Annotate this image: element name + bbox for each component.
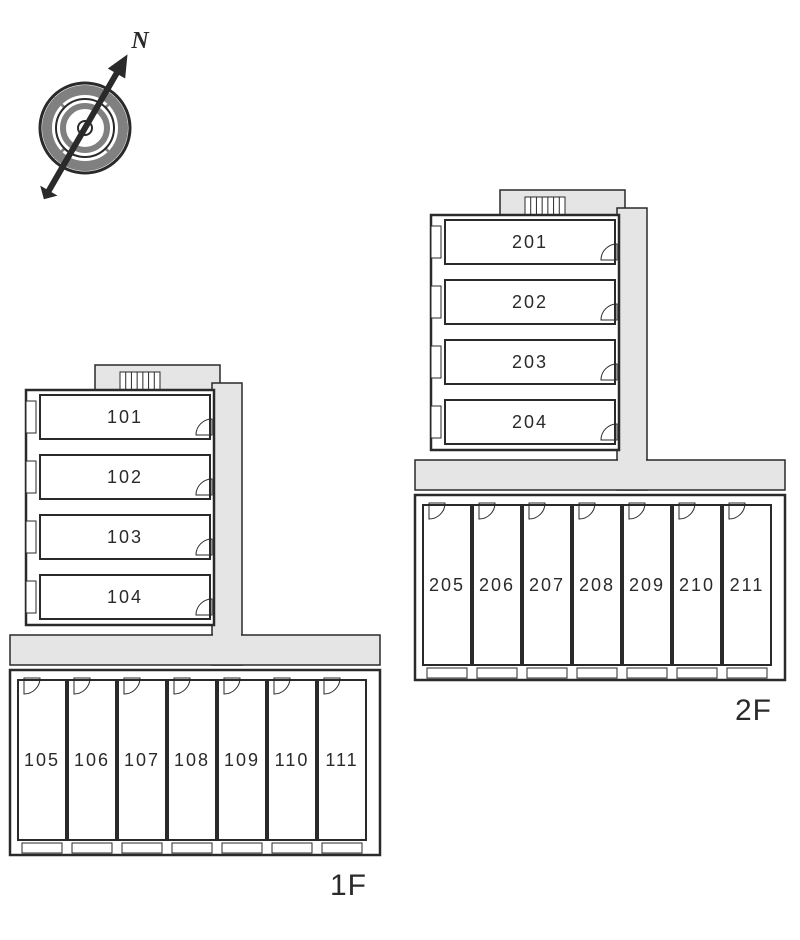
unit-label: 111	[325, 750, 358, 770]
unit-label: 103	[107, 527, 143, 547]
unit-label: 205	[429, 575, 465, 595]
unit-label: 108	[174, 750, 210, 770]
floor-label: 2F	[735, 694, 772, 727]
floor-plan-diagram: N1011021031041051061071081091101111F2012…	[0, 0, 800, 940]
unit-label: 209	[629, 575, 665, 595]
unit-label: 101	[107, 407, 143, 427]
floor-label: 1F	[330, 869, 367, 902]
compass-label: N	[130, 28, 150, 54]
floor-1F: 101 102 103 104 105 106 107 108 109 110 111 1F	[10, 365, 380, 902]
unit-label: 110	[275, 750, 310, 770]
unit-label: 106	[74, 750, 110, 770]
unit-label: 210	[679, 575, 715, 595]
unit-label: 105	[24, 750, 60, 770]
unit-label: 207	[529, 575, 565, 595]
unit-label: 204	[512, 412, 548, 432]
unit-label: 109	[224, 750, 260, 770]
unit-label: 104	[107, 587, 143, 607]
unit-label: 201	[512, 232, 548, 252]
floor-2F: 201 202 203 204 205 206 207 208 209 210 211 2F	[415, 190, 785, 727]
unit-label: 208	[579, 575, 615, 595]
unit-label: 203	[512, 352, 548, 372]
unit-label: 102	[107, 467, 143, 487]
unit-label: 202	[512, 292, 548, 312]
compass-icon: N	[40, 28, 150, 199]
unit-label: 206	[479, 575, 515, 595]
unit-label: 211	[730, 575, 765, 595]
unit-label: 107	[124, 750, 160, 770]
